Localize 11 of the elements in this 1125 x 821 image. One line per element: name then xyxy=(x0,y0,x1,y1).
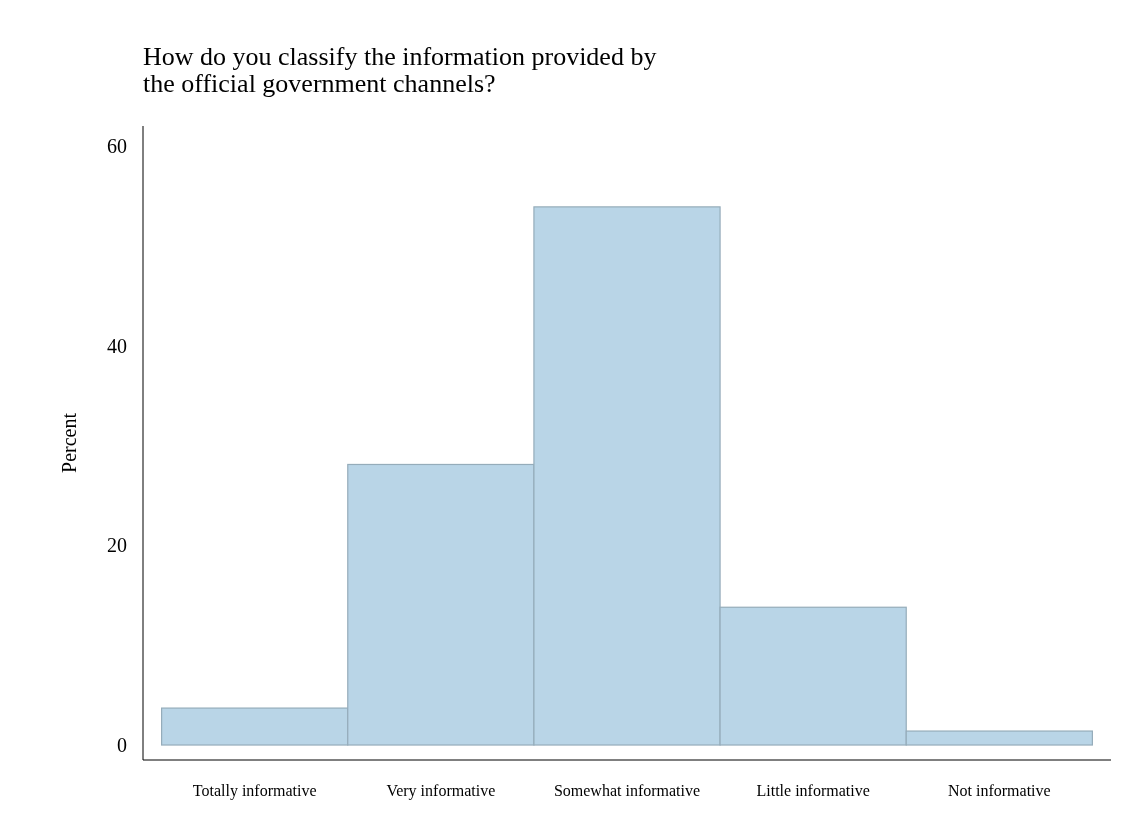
y-tick-label: 0 xyxy=(117,734,127,757)
y-tick-label: 20 xyxy=(107,534,127,557)
y-axis-title: Percent xyxy=(58,412,80,473)
x-tick-label: Very informative xyxy=(386,782,496,800)
y-tick-label: 40 xyxy=(107,334,127,357)
x-tick-label: Somewhat informative xyxy=(553,782,701,799)
x-tick-label: Little informative xyxy=(756,782,870,799)
chart-title: How do you classify the information provided by the official government channels? xyxy=(143,42,657,98)
y-tick-label: 60 xyxy=(107,134,127,157)
x-tick-label: Not informative xyxy=(947,782,1051,799)
x-tick-label: Totally informative xyxy=(192,782,317,800)
